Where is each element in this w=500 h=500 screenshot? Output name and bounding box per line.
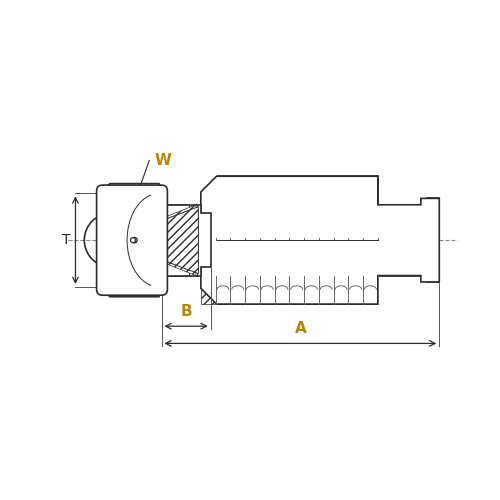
Polygon shape xyxy=(162,205,201,276)
Text: W: W xyxy=(154,153,171,168)
Polygon shape xyxy=(201,176,440,304)
FancyBboxPatch shape xyxy=(96,185,168,295)
Polygon shape xyxy=(130,205,196,276)
Polygon shape xyxy=(201,176,378,240)
Polygon shape xyxy=(102,184,162,296)
Polygon shape xyxy=(378,198,440,282)
Text: T: T xyxy=(62,233,71,247)
Text: A: A xyxy=(294,321,306,336)
Text: B: B xyxy=(180,304,192,319)
Text: 24°: 24° xyxy=(138,213,160,226)
Polygon shape xyxy=(102,194,162,287)
Polygon shape xyxy=(130,206,198,274)
Circle shape xyxy=(132,238,137,243)
Polygon shape xyxy=(162,205,210,276)
Circle shape xyxy=(130,238,136,242)
Polygon shape xyxy=(201,240,378,304)
Polygon shape xyxy=(201,176,378,304)
